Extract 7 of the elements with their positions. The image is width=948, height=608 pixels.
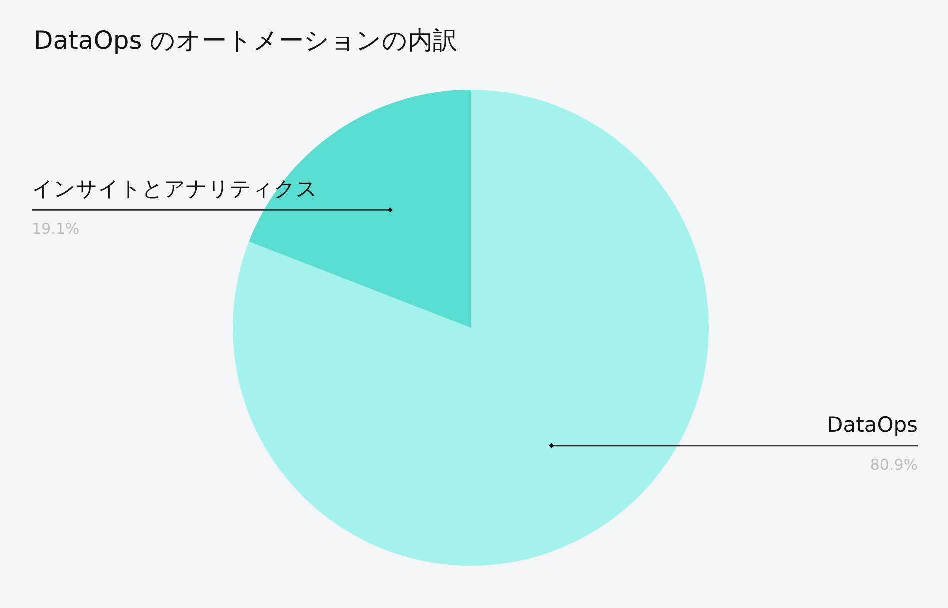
data-label: 80.9% bbox=[870, 456, 918, 474]
pie-slice bbox=[249, 90, 471, 328]
pie-slice bbox=[233, 90, 709, 566]
slice-label: DataOps bbox=[827, 412, 918, 437]
data-label: 19.1% bbox=[32, 220, 80, 238]
slice-label: インサイトとアナリティクス bbox=[32, 177, 318, 202]
chart-title: DataOps のオートメーションの内訳 bbox=[34, 26, 458, 55]
